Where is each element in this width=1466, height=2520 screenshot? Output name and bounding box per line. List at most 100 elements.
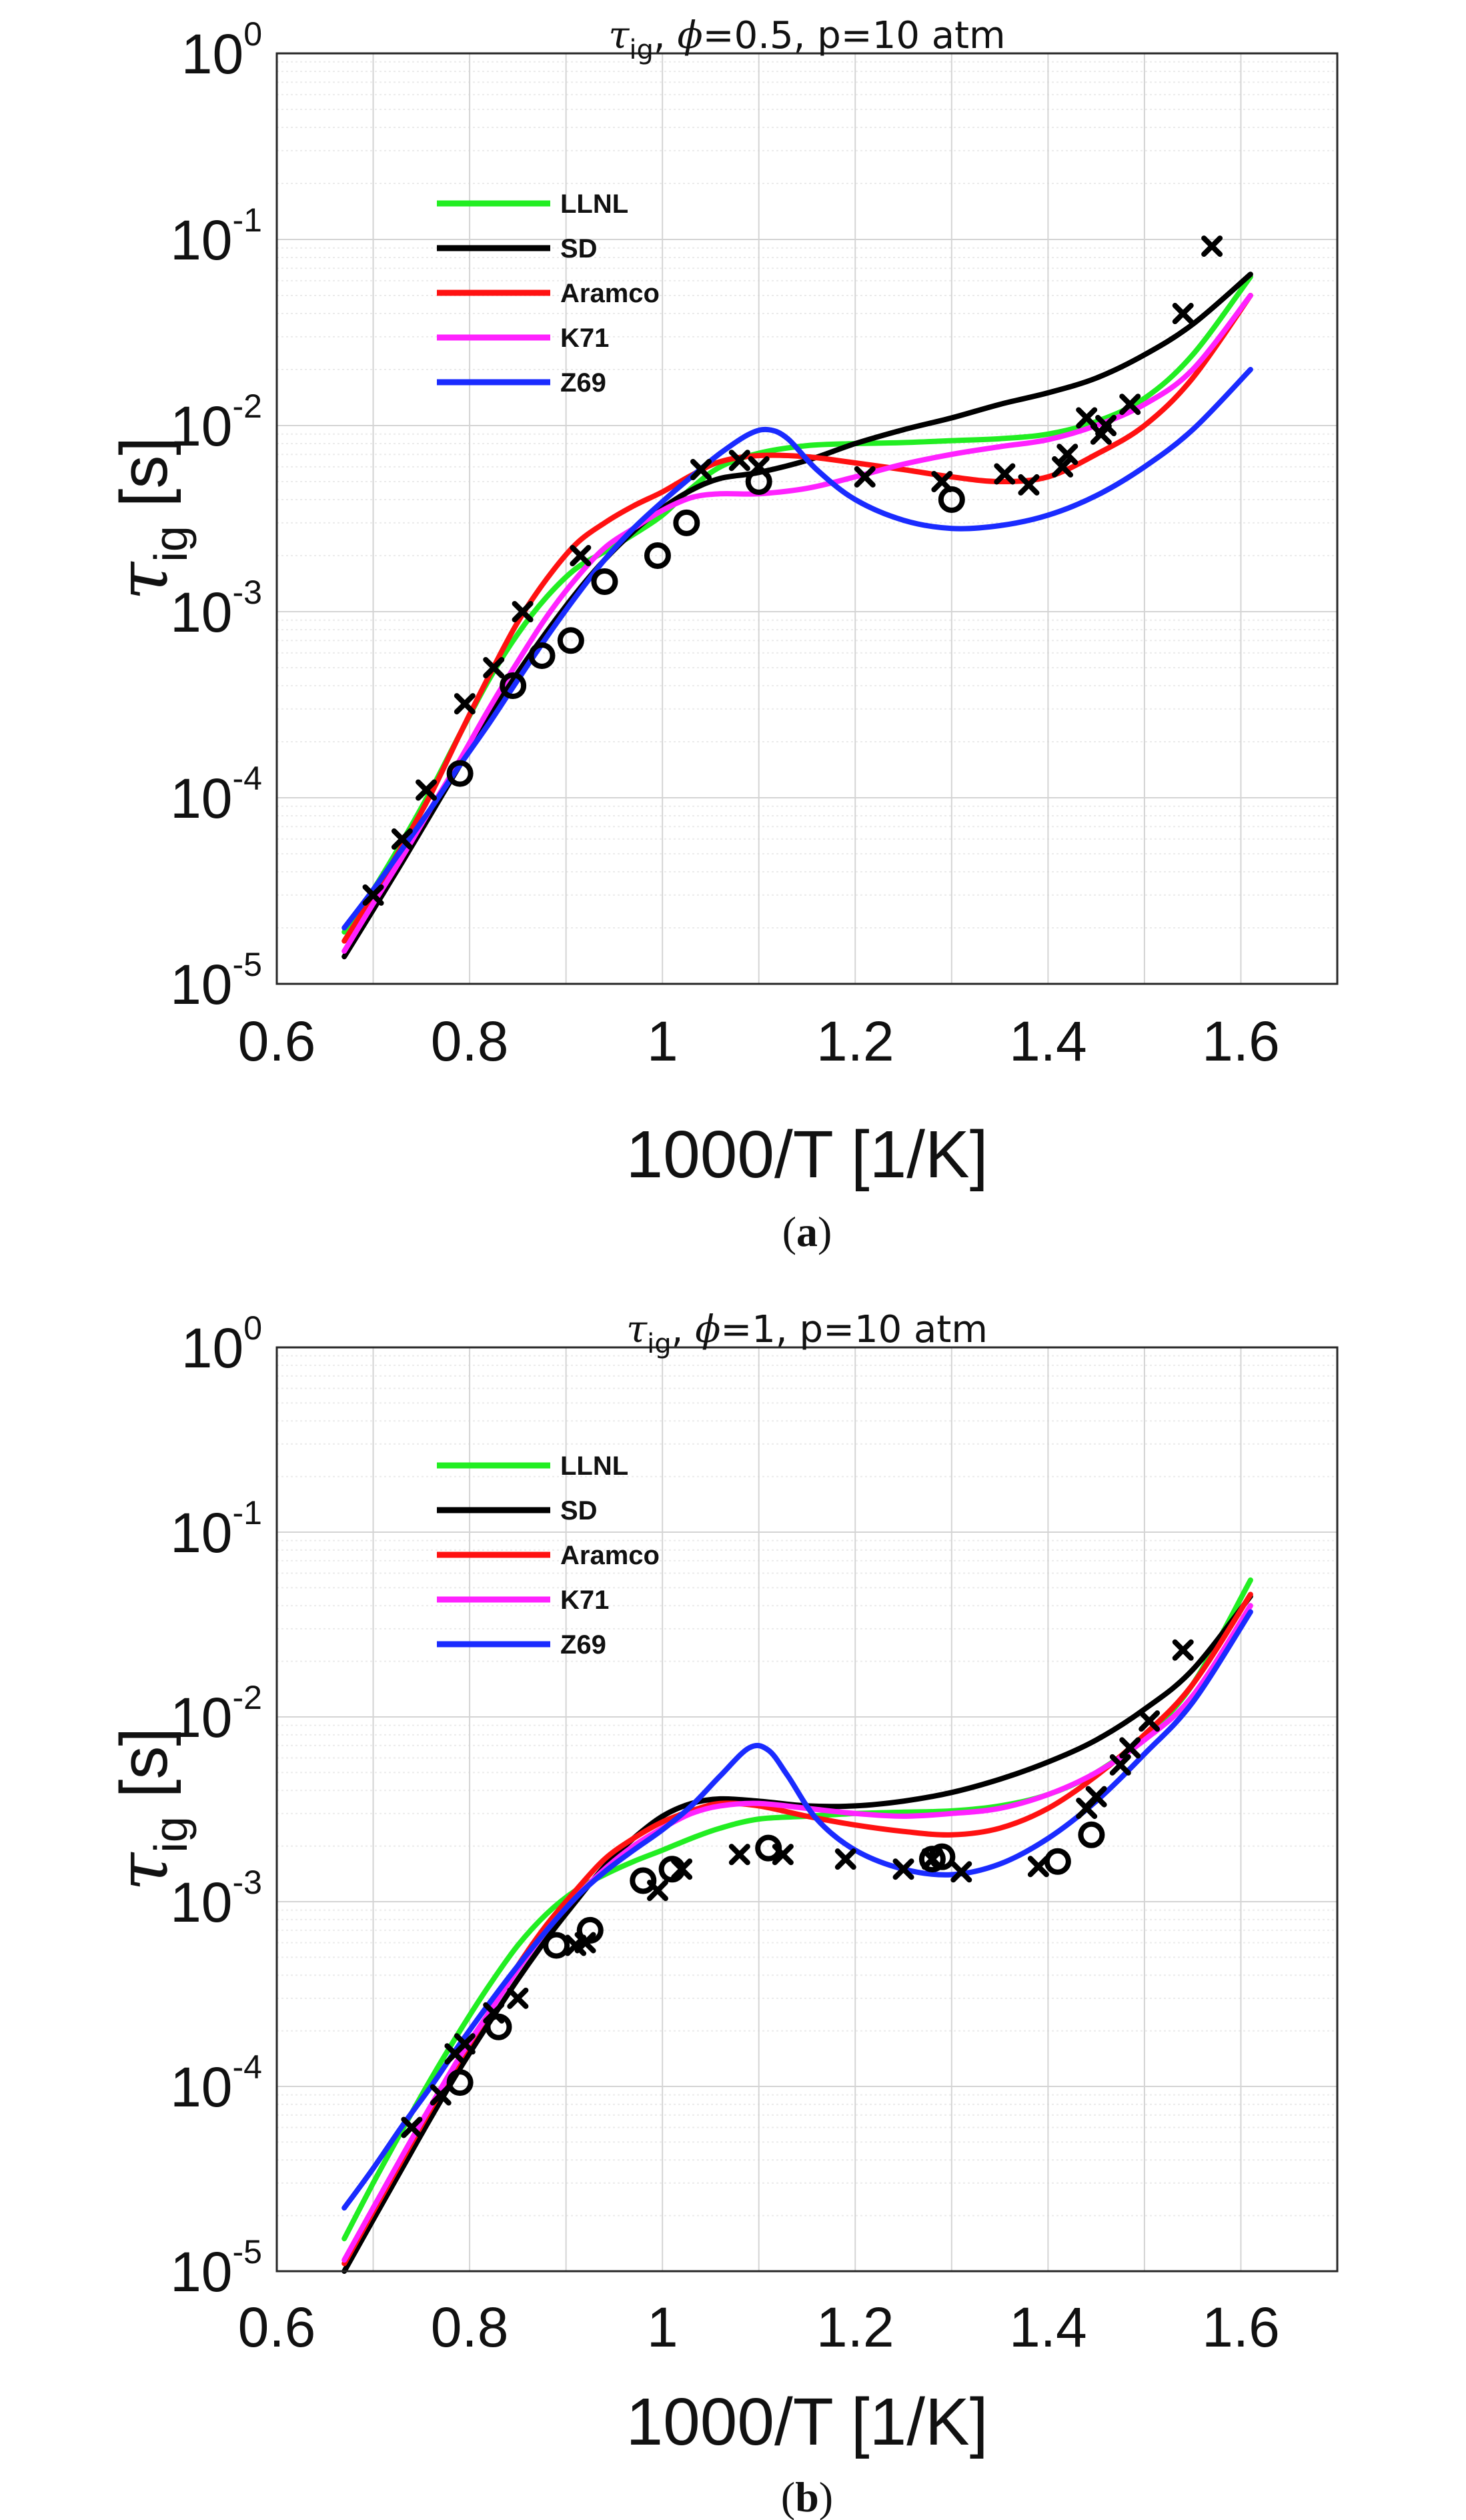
title-phi: ϕ <box>695 1308 720 1351</box>
series-line-z69 <box>341 367 1253 930</box>
o-marker <box>446 760 474 787</box>
y-tick-exponent: 0 <box>243 15 262 53</box>
y-tick-exponent: -1 <box>233 201 262 239</box>
series-group <box>341 271 1253 960</box>
x-marker <box>512 601 534 622</box>
x-tick-label: 0.8 <box>431 2296 509 2359</box>
y-tick-exponent: 0 <box>243 1309 262 1347</box>
x-tick-label: 1.2 <box>816 2296 894 2359</box>
panel-label-close: ) <box>819 2473 833 2520</box>
y-tick-exponent: -5 <box>233 2233 262 2271</box>
x-marker <box>507 1987 529 2009</box>
legend-label-llnl: LLNL <box>560 189 628 219</box>
o-marker <box>543 1932 570 1959</box>
legend-label-k71: K71 <box>560 1586 609 1615</box>
x-marker <box>483 656 505 678</box>
y-tick-label: 10-4 <box>170 2048 262 2118</box>
o-marker <box>1078 1821 1105 1848</box>
x-marker <box>1119 394 1141 416</box>
o-marker <box>938 486 965 514</box>
y-tick-base: 10 <box>181 23 243 85</box>
x-marker <box>1018 474 1040 496</box>
y-tick-exponent: -4 <box>233 760 262 797</box>
y-tick-base: 10 <box>170 2056 232 2118</box>
o-marker <box>528 642 556 670</box>
axes-frame <box>275 52 1339 985</box>
o-marker <box>485 2013 512 2040</box>
o-marker <box>658 1856 686 1883</box>
chart-title: τig, ϕ=1, p=10 atm <box>626 1308 988 1359</box>
x-tick-label: 0.6 <box>238 1010 316 1073</box>
legend-label-sd: SD <box>560 1496 598 1525</box>
o-marker <box>644 542 671 570</box>
x-marker <box>1085 1786 1107 1808</box>
y-tick-exponent: -5 <box>233 946 262 983</box>
o-marker <box>557 627 584 654</box>
title-tau: τ <box>608 14 630 57</box>
plot-area <box>277 53 1337 984</box>
y-tick-base: 10 <box>170 1501 232 1564</box>
title-tau: τ <box>626 1308 648 1351</box>
x-marker <box>728 450 750 472</box>
y-tick-label: 10-2 <box>170 1679 262 1749</box>
x-tick-label: 1.6 <box>1202 2296 1280 2359</box>
o-marker <box>1044 1848 1071 1875</box>
x-marker <box>1172 1639 1194 1661</box>
y-tick-label: 10-3 <box>170 1864 262 1934</box>
y-tick-base: 10 <box>181 1317 243 1379</box>
y-tick-base: 10 <box>170 581 232 644</box>
o-marker <box>576 1916 604 1944</box>
x-tick-label: 0.8 <box>431 1010 509 1073</box>
x-tick-label: 1.4 <box>1009 1010 1087 1073</box>
x-marker <box>454 2033 476 2055</box>
y-tick-base: 10 <box>170 767 232 830</box>
title-subscript: ig <box>647 1329 672 1359</box>
title-phi: ϕ <box>678 14 703 57</box>
y-tick-exponent: -3 <box>233 1864 262 1901</box>
axes-frame <box>275 1346 1339 2273</box>
y-tick-exponent: -2 <box>233 1679 262 1716</box>
legend-label-aramco: Aramco <box>560 279 660 308</box>
panel-label-open: ( <box>781 2473 795 2520</box>
y-label-tau: τ <box>102 561 183 600</box>
y-tick-base: 10 <box>170 1871 232 1934</box>
panel-label-letter: b <box>795 2473 819 2520</box>
x-tick-label: 1 <box>647 2296 678 2359</box>
series-group <box>341 1577 1253 2274</box>
panel-label-close: ) <box>818 1208 832 1255</box>
x-marker <box>854 466 876 488</box>
legend-label-llnl: LLNL <box>560 1451 628 1481</box>
o-marker <box>500 672 527 700</box>
y-label-tau: τ <box>102 1852 183 1891</box>
y-tick-label: 10-1 <box>170 201 262 271</box>
chart-title: τig, ϕ=0.5, p=10 atm <box>608 14 1005 65</box>
o-marker <box>591 568 618 595</box>
x-marker <box>690 459 712 481</box>
y-axis-label: τig [s] <box>102 1728 197 1891</box>
x-marker <box>430 2084 452 2106</box>
x-marker <box>1119 1737 1141 1759</box>
x-marker <box>994 463 1016 485</box>
y-tick-label: 10-2 <box>170 388 262 458</box>
y-tick-label: 10-5 <box>170 946 262 1016</box>
x-marker <box>454 693 476 715</box>
x-axis-label: 1000/T [1/K] <box>626 1117 988 1192</box>
x-tick-label: 0.6 <box>238 2296 316 2359</box>
title-separator: , <box>672 1308 696 1351</box>
title-conditions: =1, p=10 atm <box>720 1308 988 1351</box>
y-tick-label: 10-5 <box>170 2233 262 2303</box>
panel-label-letter: a <box>796 1208 818 1255</box>
y-tick-base: 10 <box>170 1686 232 1749</box>
x-marker <box>931 470 953 492</box>
y-tick-exponent: -4 <box>233 2048 262 2086</box>
panel-label-open: ( <box>782 1208 796 1255</box>
x-marker <box>401 2116 423 2138</box>
y-tick-base: 10 <box>170 953 232 1016</box>
y-tick-base: 10 <box>170 209 232 271</box>
x-marker <box>1139 1710 1161 1732</box>
x-marker <box>1172 303 1194 325</box>
y-tick-exponent: -1 <box>233 1494 262 1531</box>
